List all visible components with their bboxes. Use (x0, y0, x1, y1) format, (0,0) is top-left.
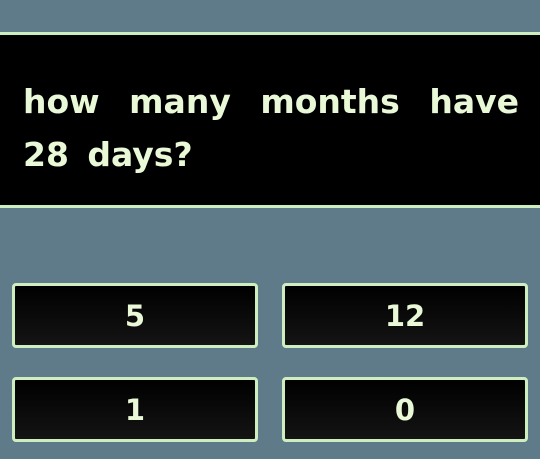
answer-button-4[interactable]: 0 (282, 377, 528, 442)
answer-label: 1 (124, 392, 146, 427)
answer-button-3[interactable]: 1 (12, 377, 258, 442)
answer-label: 12 (384, 298, 426, 333)
answer-label: 5 (124, 298, 146, 333)
answer-button-2[interactable]: 12 (282, 283, 528, 348)
question-panel: how many months have 28 days? (0, 32, 540, 208)
answer-label: 0 (394, 392, 416, 427)
question-text: how many months have 28 days? (23, 82, 519, 174)
answer-button-1[interactable]: 5 (12, 283, 258, 348)
